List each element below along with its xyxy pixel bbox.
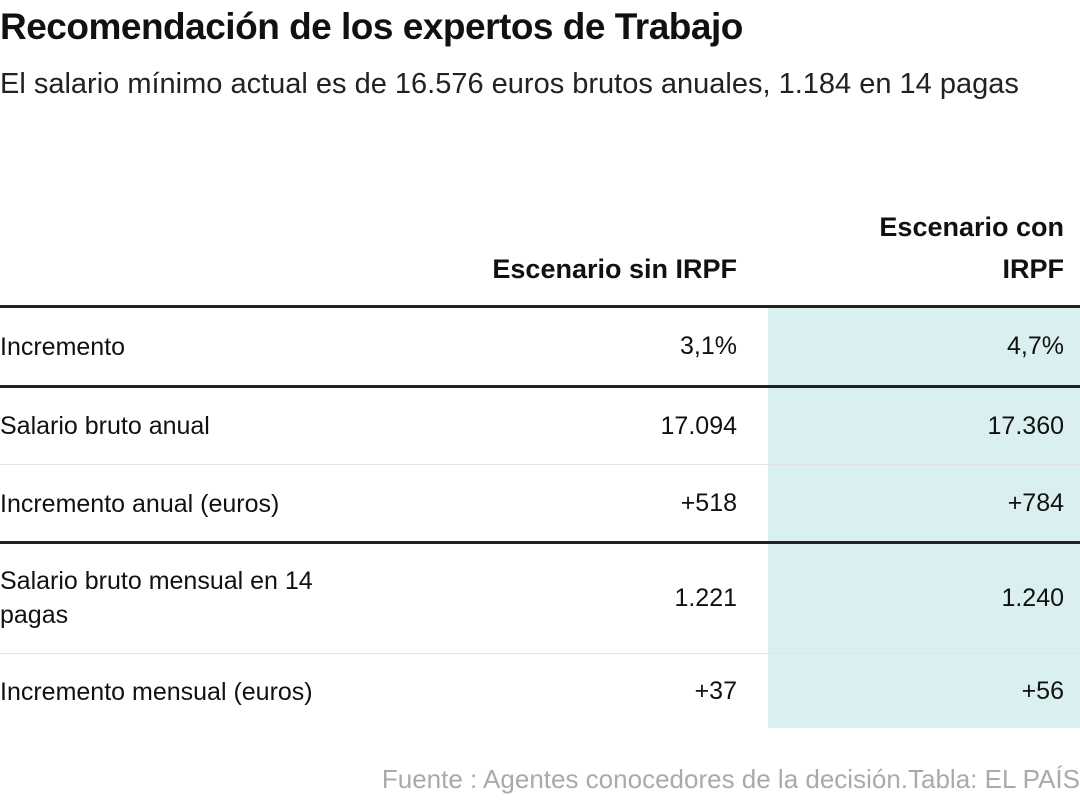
header-rule xyxy=(0,305,1080,308)
cell-value: +56 xyxy=(1021,677,1064,705)
column-header: Escenario con IRPF xyxy=(879,212,1064,284)
column-header: Escenario sin IRPF xyxy=(492,254,737,284)
cell-value: 4,7% xyxy=(1007,332,1064,360)
row-rule xyxy=(0,653,1080,654)
table-row: Incremento 3,1% 4,7% xyxy=(0,308,1080,385)
table-row: Incremento mensual (euros) +37 +56 xyxy=(0,655,1080,728)
row-label: Incremento anual (euros) xyxy=(0,489,280,518)
cell-value: 3,1% xyxy=(680,332,737,360)
row-label: Incremento mensual (euros) xyxy=(0,677,313,706)
cell-value: 1.221 xyxy=(674,583,737,612)
source: Fuente : Agentes conocedores de la decis… xyxy=(381,764,1080,794)
cell-value: 17.360 xyxy=(987,411,1064,440)
cell-value: +37 xyxy=(694,677,737,705)
cell-value: +518 xyxy=(680,489,737,517)
row-rule xyxy=(0,385,1080,388)
highlight-column xyxy=(768,308,1080,728)
row-label: Incremento xyxy=(0,332,126,361)
subtitle: El salario mínimo actual es de 16.576 eu… xyxy=(0,68,1019,100)
cell-value: +784 xyxy=(1007,489,1064,517)
table-row: Salario bruto mensual en 14 pagas 1.221 1.… xyxy=(0,543,1080,653)
table-row: Incremento anual (euros) +518 +784 xyxy=(0,466,1080,541)
title: Recomendación de los expertos de Trabajo xyxy=(0,6,743,47)
table-row: Salario bruto anual 17.094 17.360 xyxy=(0,387,1080,465)
row-label: Salario bruto mensual en 14 pagas xyxy=(0,567,313,629)
row-label: Salario bruto anual xyxy=(0,412,210,440)
row-rule xyxy=(0,464,1080,465)
cell-value: 17.094 xyxy=(660,411,737,440)
row-rule xyxy=(0,541,1080,544)
cell-value: 1.240 xyxy=(1001,583,1064,612)
